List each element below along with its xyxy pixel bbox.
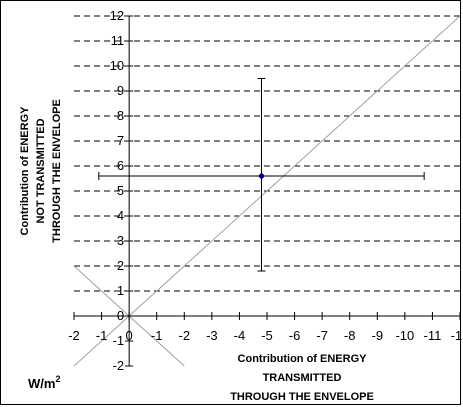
y-axis-title-line-1: Contribution of ENERGY [19, 106, 31, 236]
y-axis-title-line-3: THROUGH THE ENVELOPE [51, 99, 63, 243]
y-tick-label: 12 [110, 8, 124, 23]
x-tick-label: -6 [289, 328, 301, 343]
x-tick-label: -9 [372, 328, 384, 343]
y-tick-label: 0 [117, 308, 124, 323]
x-tick-label: -2 [179, 328, 191, 343]
x-axis-title-line-1: Contribution of ENERGY [238, 353, 368, 365]
x-tick-label: -11 [424, 328, 442, 343]
x-tick-label: -1 [96, 328, 108, 343]
x-tick-label: -2 [68, 328, 80, 343]
y-axis-title-line-2: NOT TRANSMITTED [35, 118, 47, 223]
x-tick-label: -4 [234, 328, 246, 343]
unit-label-base: W/m [28, 376, 55, 391]
x-axis-title-line-3: THROUGH THE ENVELOPE [230, 391, 374, 403]
y-tick-label: -1 [113, 333, 125, 348]
y-tick-label: 10 [110, 58, 124, 73]
y-tick-label: 5 [117, 183, 124, 198]
y-tick-label: 7 [117, 133, 124, 148]
x-tick-label: -3 [206, 328, 218, 343]
unit-label: W/m2 [28, 374, 60, 391]
x-tick-label: -8 [344, 328, 356, 343]
y-tick-label: 9 [117, 83, 124, 98]
y-tick-label: 8 [117, 108, 124, 123]
y-tick-label: 1 [117, 283, 124, 298]
y-tick-label: 6 [117, 158, 124, 173]
x-tick-label: -10 [395, 328, 414, 343]
y-tick-label: 3 [117, 233, 124, 248]
y-tick-label: 2 [117, 258, 124, 273]
x-tick-label: -5 [261, 328, 273, 343]
x-tick-label: -7 [316, 328, 328, 343]
x-tick-label: 0 [126, 328, 133, 343]
x-tick-label: -1 [151, 328, 163, 343]
reference-line-diagonal [73, 15, 461, 367]
y-tick-label: 11 [111, 33, 125, 48]
unit-label-exponent: 2 [55, 374, 60, 384]
x-tick-label: -12 [451, 328, 463, 343]
x-axis-title-line-2: TRANSMITTED [263, 372, 342, 384]
data-point [257, 172, 265, 180]
y-tick-label: 4 [117, 208, 124, 223]
y-tick-label: -2 [113, 358, 125, 373]
